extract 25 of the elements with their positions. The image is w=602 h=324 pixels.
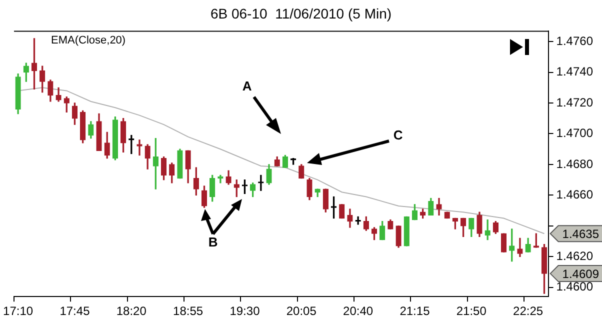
y-tick-label: 1.4600 bbox=[556, 280, 594, 294]
y-tick-label: 1.4680 bbox=[556, 156, 594, 171]
y-tick-label: 1.4660 bbox=[556, 188, 594, 202]
x-tick-label: 22:25 bbox=[513, 304, 544, 318]
x-tick-label: 21:15 bbox=[400, 304, 430, 318]
x-tick-label: 18:55 bbox=[173, 304, 204, 318]
x-tick-label: 17:10 bbox=[3, 304, 34, 318]
text: 1.4609 bbox=[562, 266, 600, 281]
x-tick-label: 20:40 bbox=[343, 304, 374, 318]
x-tick-label: 17:45 bbox=[60, 304, 90, 318]
x-tick-label: 19:30 bbox=[230, 304, 260, 318]
y-tick-label: 1.4700 bbox=[556, 126, 594, 140]
y-tick-label: 1.4720 bbox=[556, 95, 594, 110]
text: 1.4635 bbox=[562, 226, 600, 241]
y-tick-label: 1.4740 bbox=[556, 64, 594, 79]
y-tick-label: 1.4620 bbox=[556, 248, 594, 263]
chart-title: 6B 06-10 11/06/2010 (5 Min) bbox=[210, 5, 392, 22]
x-tick-label: 18:20 bbox=[116, 304, 147, 318]
annotation: B bbox=[208, 234, 218, 250]
y-tick-label: 1.4760 bbox=[556, 34, 594, 48]
annotation: C bbox=[393, 128, 404, 143]
x-tick-label: 20:05 bbox=[286, 304, 317, 318]
annotation: A bbox=[242, 78, 252, 94]
text: EMA(Close,20) bbox=[51, 34, 126, 46]
x-tick-label: 21:50 bbox=[456, 304, 487, 318]
